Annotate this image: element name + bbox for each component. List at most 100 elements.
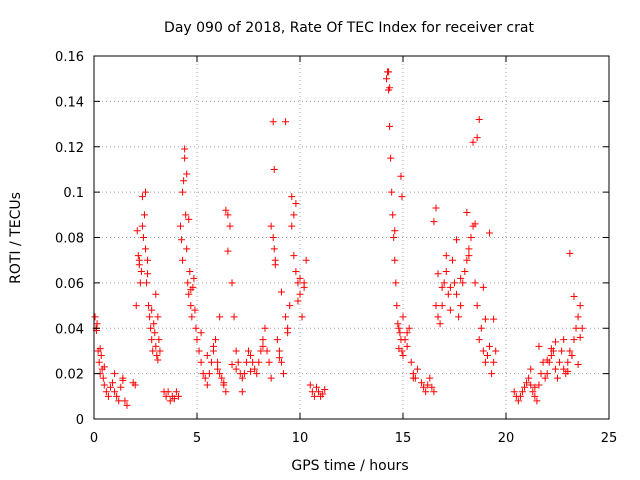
data-point (473, 302, 481, 310)
data-point (214, 358, 222, 366)
data-point (139, 234, 147, 241)
data-point (547, 351, 555, 359)
data-point (288, 193, 296, 201)
data-point (430, 218, 438, 226)
data-point (257, 347, 265, 355)
x-tick-labels: 0 5 10 15 20 25 (90, 431, 617, 446)
data-point (459, 279, 467, 287)
data-point (214, 365, 222, 373)
data-point (438, 302, 446, 310)
data-point (183, 170, 191, 178)
data-point (197, 329, 205, 337)
data-point (104, 392, 112, 400)
data-point (465, 245, 473, 253)
data-point (199, 370, 207, 378)
data-point (144, 256, 152, 264)
data-point (413, 365, 421, 373)
data-point (453, 290, 461, 298)
data-point (399, 351, 407, 359)
data-point (527, 365, 535, 373)
data-point (197, 358, 205, 366)
data-point (174, 392, 182, 400)
data-point (518, 388, 526, 396)
data-point (383, 75, 391, 83)
data-point (134, 252, 142, 260)
data-point (188, 313, 196, 321)
data-point (261, 324, 269, 332)
data-point (397, 172, 405, 180)
data-point (102, 388, 110, 396)
data-point (543, 370, 551, 378)
data-point (409, 374, 417, 382)
data-point (133, 227, 141, 235)
data-point (434, 270, 442, 278)
data-point (510, 388, 518, 396)
data-point (273, 336, 281, 344)
data-point (138, 193, 146, 201)
data-point (405, 324, 413, 332)
y-tick-label: 0.04 (55, 322, 84, 337)
data-point (113, 392, 121, 400)
data-point (286, 302, 294, 310)
y-tick-label: 0.12 (55, 141, 84, 156)
data-point (477, 324, 485, 332)
data-point (179, 256, 187, 264)
data-point (209, 342, 217, 350)
data-point (432, 302, 440, 310)
data-point (292, 268, 300, 276)
data-point (218, 374, 226, 382)
data-point (312, 383, 320, 391)
data-point (119, 376, 127, 384)
data-point (156, 347, 164, 355)
x-axis-label: GPS time / hours (291, 458, 408, 474)
data-point (137, 268, 145, 276)
data-point (138, 222, 146, 230)
axis-ticks (93, 55, 610, 420)
data-point (187, 302, 195, 310)
data-point (556, 358, 564, 366)
data-point (471, 279, 479, 287)
data-point (578, 324, 586, 332)
chart-title: Day 090 of 2018, Rate Of TEC Index for r… (164, 20, 534, 36)
data-point (226, 222, 234, 230)
y-tick-label: 0.14 (55, 95, 84, 110)
x-tick-label: 20 (498, 431, 515, 446)
data-point (282, 118, 290, 126)
data-point (253, 370, 261, 378)
data-point (461, 268, 469, 276)
x-tick-label: 10 (292, 431, 309, 446)
data-point (574, 361, 582, 369)
data-point (321, 386, 329, 394)
data-point (481, 358, 489, 366)
data-point (269, 118, 277, 126)
data-point (428, 383, 436, 391)
data-point (455, 313, 463, 321)
data-point (386, 84, 394, 92)
data-point (479, 347, 487, 355)
y-tick-label: 0.06 (55, 277, 84, 292)
data-point (296, 274, 304, 282)
data-point (95, 358, 103, 366)
plot-frame (93, 55, 610, 420)
data-point (481, 315, 489, 323)
data-point (251, 365, 259, 373)
data-point (492, 347, 500, 355)
data-point (249, 358, 257, 366)
data-point (448, 256, 456, 264)
data-point (395, 324, 403, 332)
data-point (473, 134, 481, 142)
data-point (533, 397, 541, 405)
data-point (152, 290, 160, 298)
data-point (486, 229, 494, 237)
data-point (302, 256, 310, 264)
data-point (401, 336, 409, 344)
data-point (109, 379, 117, 387)
data-point (187, 286, 195, 294)
data-point (539, 358, 547, 366)
data-point (275, 354, 283, 362)
data-point (277, 358, 285, 366)
data-point (203, 381, 211, 389)
data-point (216, 370, 224, 378)
data-point (228, 361, 236, 369)
data-point (282, 313, 290, 321)
